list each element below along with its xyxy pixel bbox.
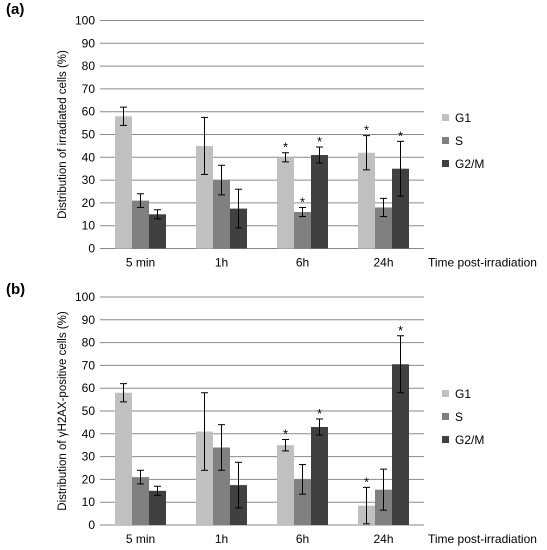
y-tick-label: 100 (75, 290, 95, 304)
y-tick-label: 70 (82, 82, 96, 96)
x-tick-label: 1h (215, 256, 228, 270)
legend-swatch (442, 390, 449, 397)
bar (277, 157, 294, 249)
significance-marker: * (283, 427, 288, 442)
legend-entry: G1 (455, 111, 471, 125)
significance-marker: * (398, 323, 403, 338)
significance-marker: * (364, 474, 369, 489)
bar (277, 445, 294, 525)
x-axis-label: Time post-irradiation (428, 532, 537, 546)
bar (213, 447, 230, 525)
significance-marker: * (317, 134, 322, 149)
bar (196, 145, 213, 249)
y-axis-label: Distribution of γH2AX-positive cells (%) (57, 311, 69, 511)
y-tick-label: 40 (82, 427, 96, 441)
x-tick-label: 6h (296, 532, 309, 546)
panel-b: (b) 0 10 20 30 40 50 60 70 80 90 100 Distribution of… (6, 281, 537, 546)
x-tick-label: 1h (215, 532, 228, 546)
legend-entry: G2/M (455, 157, 484, 171)
y-tick-label: 80 (82, 59, 96, 73)
bar (149, 490, 166, 525)
y-tick-label: 30 (82, 173, 96, 187)
bar (230, 208, 247, 249)
y-tick-label: 20 (82, 472, 96, 486)
significance-marker: * (364, 123, 369, 138)
legend-swatch (442, 436, 449, 443)
legend-entry: S (455, 410, 463, 424)
bar (294, 479, 311, 525)
significance-marker: * (398, 128, 403, 143)
bar (294, 212, 311, 249)
y-tick-label: 40 (82, 150, 96, 164)
y-tick-label: 30 (82, 450, 96, 464)
y-tick-label: 70 (82, 358, 96, 372)
legend-swatch (442, 114, 449, 121)
bar (375, 207, 392, 249)
y-tick-label: 0 (88, 242, 95, 256)
y-tick-label: 60 (82, 105, 96, 119)
panel-a: (a) 0 10 20 30 40 50 60 70 80 90 100 Distribution of… (6, 1, 537, 270)
legend-swatch (442, 137, 449, 144)
significance-marker: * (317, 406, 322, 421)
legend-swatch (442, 160, 449, 167)
y-tick-label: 50 (82, 404, 96, 418)
x-tick-label: 6h (296, 256, 309, 270)
y-tick-label: 100 (75, 14, 95, 28)
x-tick-label: 24h (373, 532, 393, 546)
legend-entry: G2/M (455, 433, 484, 447)
y-tick-label: 80 (82, 336, 96, 350)
legend-entry: S (455, 134, 463, 148)
bar (213, 180, 230, 249)
y-tick-label: 90 (82, 313, 96, 327)
y-axis-label: Distribution of irradiated cells (%) (57, 50, 69, 219)
bar (149, 214, 166, 249)
bar (392, 168, 409, 249)
panel-label: (b) (6, 281, 25, 298)
bar (132, 200, 149, 249)
y-tick-label: 20 (82, 196, 96, 210)
y-tick-label: 60 (82, 381, 96, 395)
x-tick-label: 5 min (126, 532, 155, 546)
legend-swatch (442, 413, 449, 420)
bar (132, 477, 149, 525)
x-tick-label: 24h (373, 256, 393, 270)
bar (196, 431, 213, 525)
bar (311, 426, 328, 525)
y-tick-label: 50 (82, 128, 96, 142)
bar (392, 364, 409, 525)
y-tick-label: 10 (82, 219, 96, 233)
panel-label: (a) (6, 1, 24, 18)
y-tick-label: 0 (88, 518, 95, 532)
significance-marker: * (300, 194, 305, 209)
bar (115, 392, 132, 525)
x-axis-label: Time post-irradiation (428, 256, 537, 270)
significance-marker: * (283, 140, 288, 155)
bar (311, 155, 328, 249)
bar (358, 152, 375, 249)
y-tick-label: 10 (82, 495, 96, 509)
bar (115, 116, 132, 249)
x-tick-label: 5 min (126, 256, 155, 270)
y-tick-label: 90 (82, 36, 96, 50)
legend-entry: G1 (455, 387, 471, 401)
